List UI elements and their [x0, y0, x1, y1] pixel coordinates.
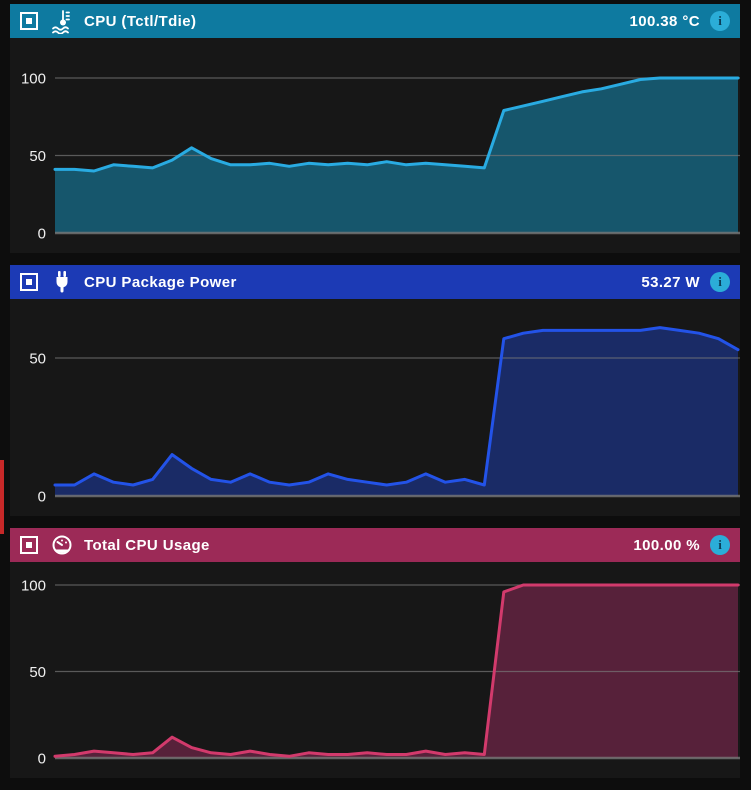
svg-text:50: 50	[29, 148, 46, 165]
chart-area-total-cpu-usage: 0 50 100	[10, 562, 740, 778]
panel-title: CPU (Tctl/Tdie)	[84, 12, 197, 30]
thermometer-water-icon	[52, 10, 70, 34]
panel-checkbox[interactable]	[20, 536, 38, 554]
panel-header-cpu-temperature[interactable]: CPU (Tctl/Tdie) 100.38 °C i	[10, 4, 740, 38]
svg-text:50: 50	[29, 351, 46, 368]
total-cpu-usage-chart: 0 50 100	[21, 578, 740, 768]
panel-header-cpu-package-power[interactable]: CPU Package Power 53.27 W i	[10, 265, 740, 299]
info-icon[interactable]: i	[710, 11, 730, 31]
svg-text:50: 50	[29, 664, 46, 681]
sensor-panel-stack: CPU (Tctl/Tdie) 100.38 °C i 0 50 100 CPU P…	[10, 4, 740, 790]
info-icon[interactable]: i	[710, 535, 730, 555]
panel-title: CPU Package Power	[84, 273, 237, 291]
svg-text:100: 100	[21, 71, 46, 88]
panel-header-total-cpu-usage[interactable]: Total CPU Usage 100.00 % i	[10, 528, 740, 562]
sensor-current-value: 100.00 %	[633, 536, 700, 554]
svg-text:0: 0	[38, 489, 46, 506]
panel-checkbox[interactable]	[20, 12, 38, 30]
chart-area-cpu-package-power: 0 50	[10, 299, 740, 516]
checkbox-fill	[26, 542, 32, 548]
sensor-current-value: 100.38 °C	[629, 12, 700, 30]
svg-text:0: 0	[38, 226, 46, 243]
svg-text:0: 0	[38, 751, 46, 768]
sensor-panel-total-cpu-usage: Total CPU Usage 100.00 % i 0 50 100	[10, 528, 740, 778]
info-icon[interactable]: i	[710, 272, 730, 292]
sensor-panel-cpu-package-power: CPU Package Power 53.27 W i 0 50	[10, 265, 740, 516]
cpu-temperature-chart: 0 50 100	[21, 71, 740, 243]
checkbox-fill	[26, 18, 32, 24]
panel-title: Total CPU Usage	[84, 536, 210, 554]
checkbox-fill	[26, 279, 32, 285]
gauge-icon	[52, 535, 72, 555]
left-edge-accent-strip	[0, 460, 4, 534]
svg-text:100: 100	[21, 578, 46, 595]
sensor-panel-cpu-temperature: CPU (Tctl/Tdie) 100.38 °C i 0 50 100	[10, 4, 740, 253]
panel-checkbox[interactable]	[20, 273, 38, 291]
power-plug-icon	[56, 271, 68, 293]
sensor-current-value: 53.27 W	[641, 273, 700, 291]
cpu-package-power-chart: 0 50	[29, 326, 740, 506]
chart-area-cpu-temperature: 0 50 100	[10, 38, 740, 253]
